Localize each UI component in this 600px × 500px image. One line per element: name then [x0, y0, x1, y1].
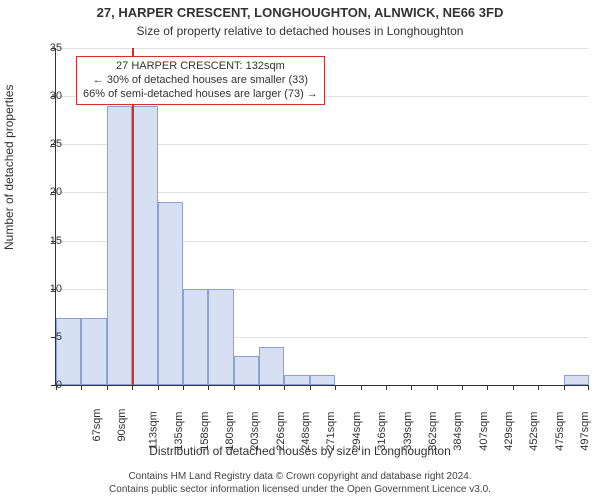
x-tick-mark [538, 385, 539, 390]
x-tick-label: 316sqm [376, 412, 388, 451]
x-tick-mark [132, 385, 133, 390]
histogram-bar [208, 289, 233, 385]
y-tick-label: 35 [50, 42, 62, 54]
x-tick-label: 226sqm [275, 412, 287, 451]
annotation-line-2: ← 30% of detached houses are smaller (33… [83, 74, 318, 88]
chart-subtitle: Size of property relative to detached ho… [0, 24, 600, 38]
x-tick-label: 384sqm [452, 412, 464, 451]
y-tick-label: 0 [56, 379, 62, 391]
x-tick-mark [107, 385, 108, 390]
y-tick-label: 10 [50, 283, 62, 295]
x-tick-mark [386, 385, 387, 390]
x-tick-label: 407sqm [478, 412, 490, 451]
histogram-bar [284, 375, 309, 385]
x-tick-mark [411, 385, 412, 390]
attribution-line-2: Contains public sector information licen… [0, 484, 600, 497]
annotation-line-1: 27 HARPER CRESCENT: 132sqm [83, 60, 318, 74]
histogram-bar [132, 106, 157, 385]
x-tick-label: 180sqm [224, 412, 236, 451]
x-tick-label: 429sqm [503, 412, 515, 451]
attribution: Contains HM Land Registry data © Crown c… [0, 471, 600, 496]
x-tick-mark [588, 385, 589, 390]
x-tick-label: 452sqm [529, 412, 541, 451]
x-tick-mark [310, 385, 311, 390]
x-tick-label: 497sqm [579, 412, 591, 451]
plot-area: 27 HARPER CRESCENT: 132sqm ← 30% of deta… [55, 48, 589, 386]
x-tick-label: 158sqm [199, 412, 211, 451]
x-tick-mark [234, 385, 235, 390]
x-tick-label: 475sqm [554, 412, 566, 451]
x-tick-mark [564, 385, 565, 390]
histogram-bar [234, 356, 259, 385]
x-tick-mark [437, 385, 438, 390]
chart-container: 27, HARPER CRESCENT, LONGHOUGHTON, ALNWI… [0, 0, 600, 500]
x-tick-mark [361, 385, 362, 390]
x-tick-mark [183, 385, 184, 390]
y-tick-label: 5 [56, 331, 62, 343]
histogram-bar [310, 375, 335, 385]
y-tick-label: 15 [50, 235, 62, 247]
histogram-bar [81, 318, 106, 385]
x-tick-mark [487, 385, 488, 390]
x-tick-mark [335, 385, 336, 390]
x-tick-mark [513, 385, 514, 390]
x-tick-label: 203sqm [249, 412, 261, 451]
histogram-bar [183, 289, 208, 385]
histogram-bar [158, 202, 183, 385]
x-tick-mark [284, 385, 285, 390]
x-tick-mark [158, 385, 159, 390]
histogram-bar [107, 106, 132, 385]
y-tick-label: 30 [50, 90, 62, 102]
x-tick-mark [259, 385, 260, 390]
y-tick-label: 25 [50, 138, 62, 150]
x-tick-label: 294sqm [351, 412, 363, 451]
x-tick-label: 67sqm [91, 409, 103, 442]
x-tick-label: 271sqm [326, 412, 338, 451]
annotation-line-3: 66% of semi-detached houses are larger (… [83, 88, 318, 102]
x-tick-label: 339sqm [402, 412, 414, 451]
x-tick-label: 113sqm [147, 411, 159, 449]
x-tick-label: 248sqm [300, 412, 312, 451]
histogram-bar [259, 347, 284, 386]
x-tick-mark [208, 385, 209, 390]
annotation-box: 27 HARPER CRESCENT: 132sqm ← 30% of deta… [76, 56, 325, 105]
y-tick-label: 20 [50, 186, 62, 198]
histogram-bar [564, 375, 589, 385]
x-tick-label: 135sqm [173, 412, 185, 451]
histogram-bar [56, 318, 81, 385]
x-tick-label: 90sqm [116, 409, 128, 442]
x-tick-mark [462, 385, 463, 390]
chart-title: 27, HARPER CRESCENT, LONGHOUGHTON, ALNWI… [0, 5, 600, 20]
attribution-line-1: Contains HM Land Registry data © Crown c… [0, 471, 600, 484]
y-axis-label: Number of detached properties [2, 85, 16, 250]
x-tick-mark [81, 385, 82, 390]
grid-line [56, 48, 589, 49]
x-tick-label: 362sqm [427, 412, 439, 451]
